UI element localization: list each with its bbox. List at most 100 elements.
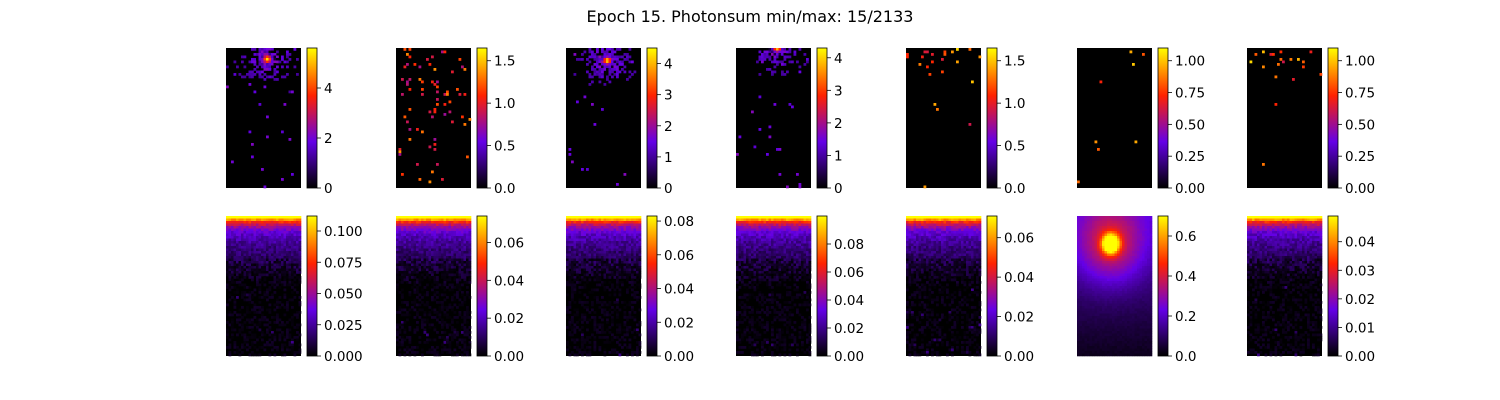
heatmap-cell xyxy=(753,226,757,229)
heatmap-cell xyxy=(581,53,584,56)
heatmap-cell xyxy=(571,271,574,274)
heatmap-cell xyxy=(441,308,444,312)
heatmap-cell xyxy=(608,216,612,219)
heatmap-cell xyxy=(576,348,579,352)
heatmap-cell xyxy=(766,221,769,224)
heatmap-cell xyxy=(741,248,744,252)
heatmap-cell xyxy=(226,243,229,247)
heatmap-cell xyxy=(751,261,754,264)
heatmap-cell xyxy=(258,283,262,287)
heatmap-cell xyxy=(408,266,412,269)
heatmap-cell xyxy=(606,303,609,307)
heatmap-cell xyxy=(436,266,439,269)
heatmap-cell xyxy=(583,276,587,279)
heatmap-cell xyxy=(616,306,619,309)
heatmap-cell xyxy=(426,253,429,257)
heatmap-cell xyxy=(768,216,772,219)
heatmap-cell xyxy=(601,281,604,284)
heatmap-cell xyxy=(278,318,282,322)
heatmap-cell xyxy=(743,276,747,279)
heatmap-cell xyxy=(276,318,279,322)
heatmap-cell xyxy=(403,338,407,342)
heatmap-cell xyxy=(621,223,624,227)
heatmap-cell xyxy=(396,236,399,239)
heatmap-cell xyxy=(431,238,434,242)
heatmap-cell xyxy=(758,261,762,264)
heatmap-cell xyxy=(276,233,279,237)
heatmap-cell xyxy=(448,228,452,232)
heatmap-cell xyxy=(776,228,779,232)
heatmap-cell xyxy=(431,268,434,272)
heatmap-cell xyxy=(428,266,432,269)
heatmap-cell xyxy=(438,253,442,257)
heatmap-cell xyxy=(738,301,742,304)
heatmap-cell xyxy=(468,326,472,329)
heatmap-cell xyxy=(416,273,419,277)
heatmap-cell xyxy=(226,238,229,242)
heatmap-cell xyxy=(461,316,464,319)
heatmap-cell xyxy=(593,241,597,244)
heatmap-cell xyxy=(596,60,599,64)
heatmap-cell xyxy=(411,236,414,239)
heatmap-cell xyxy=(283,336,287,339)
heatmap-cell xyxy=(773,233,777,237)
heatmap-cell xyxy=(623,58,627,61)
heatmap-cell xyxy=(236,218,239,222)
heatmap-cell xyxy=(613,58,617,61)
heatmap-cell xyxy=(401,338,404,342)
heatmap-cell xyxy=(421,348,424,352)
heatmap-cell xyxy=(398,150,402,154)
heatmap-cell xyxy=(291,351,294,354)
heatmap-cell xyxy=(631,276,634,279)
heatmap-cell xyxy=(751,328,754,332)
heatmap-cell xyxy=(241,233,244,237)
heatmap-cell xyxy=(441,50,444,54)
heatmap-cell xyxy=(431,226,434,229)
heatmap-cell xyxy=(761,233,764,237)
heatmap-cell xyxy=(763,231,767,234)
heatmap-cell xyxy=(626,58,629,61)
heatmap-cell xyxy=(263,258,267,262)
heatmap-cell xyxy=(581,236,584,239)
heatmap-cell xyxy=(238,318,242,322)
heatmap-cell xyxy=(756,231,759,234)
heatmap-cell xyxy=(241,216,244,219)
heatmap-cell xyxy=(443,336,447,339)
heatmap-cell xyxy=(431,271,434,274)
heatmap-cell xyxy=(238,263,242,267)
heatmap-cell xyxy=(238,233,242,237)
heatmap-cell xyxy=(263,85,267,89)
heatmap-cell xyxy=(793,296,797,299)
heatmap-cell xyxy=(463,351,467,354)
heatmap-cell xyxy=(566,266,569,269)
heatmap-cell xyxy=(806,271,809,274)
heatmap-cell xyxy=(783,236,787,239)
heatmap-cell xyxy=(771,293,774,297)
heatmap-cell xyxy=(408,258,412,262)
heatmap-cell xyxy=(763,246,767,249)
heatmap-cell xyxy=(236,333,239,337)
heatmap-cell xyxy=(588,228,592,232)
heatmap-cell xyxy=(468,223,472,227)
heatmap-cell xyxy=(263,55,267,59)
heatmap-cell xyxy=(568,246,572,249)
heatmap-cell xyxy=(761,228,764,232)
heatmap-cell xyxy=(263,228,267,232)
heatmap-cell xyxy=(628,75,632,79)
heatmap-cell xyxy=(426,268,429,272)
heatmap-cell xyxy=(761,273,764,277)
heatmap-cell xyxy=(606,238,609,242)
heatmap-cell xyxy=(798,241,802,244)
heatmap-cell xyxy=(743,243,747,247)
heatmap-cell xyxy=(796,226,799,229)
heatmap-cell xyxy=(1272,53,1275,56)
heatmap-cell xyxy=(298,323,302,327)
heatmap-cell xyxy=(763,263,767,267)
heatmap-cell xyxy=(568,278,572,282)
heatmap-cell xyxy=(766,153,769,156)
heatmap-cell xyxy=(786,241,789,244)
heatmap-cell xyxy=(263,221,267,224)
heatmap-cell xyxy=(281,333,284,337)
heatmap-cell xyxy=(588,253,592,257)
heatmap-cell xyxy=(401,273,404,277)
